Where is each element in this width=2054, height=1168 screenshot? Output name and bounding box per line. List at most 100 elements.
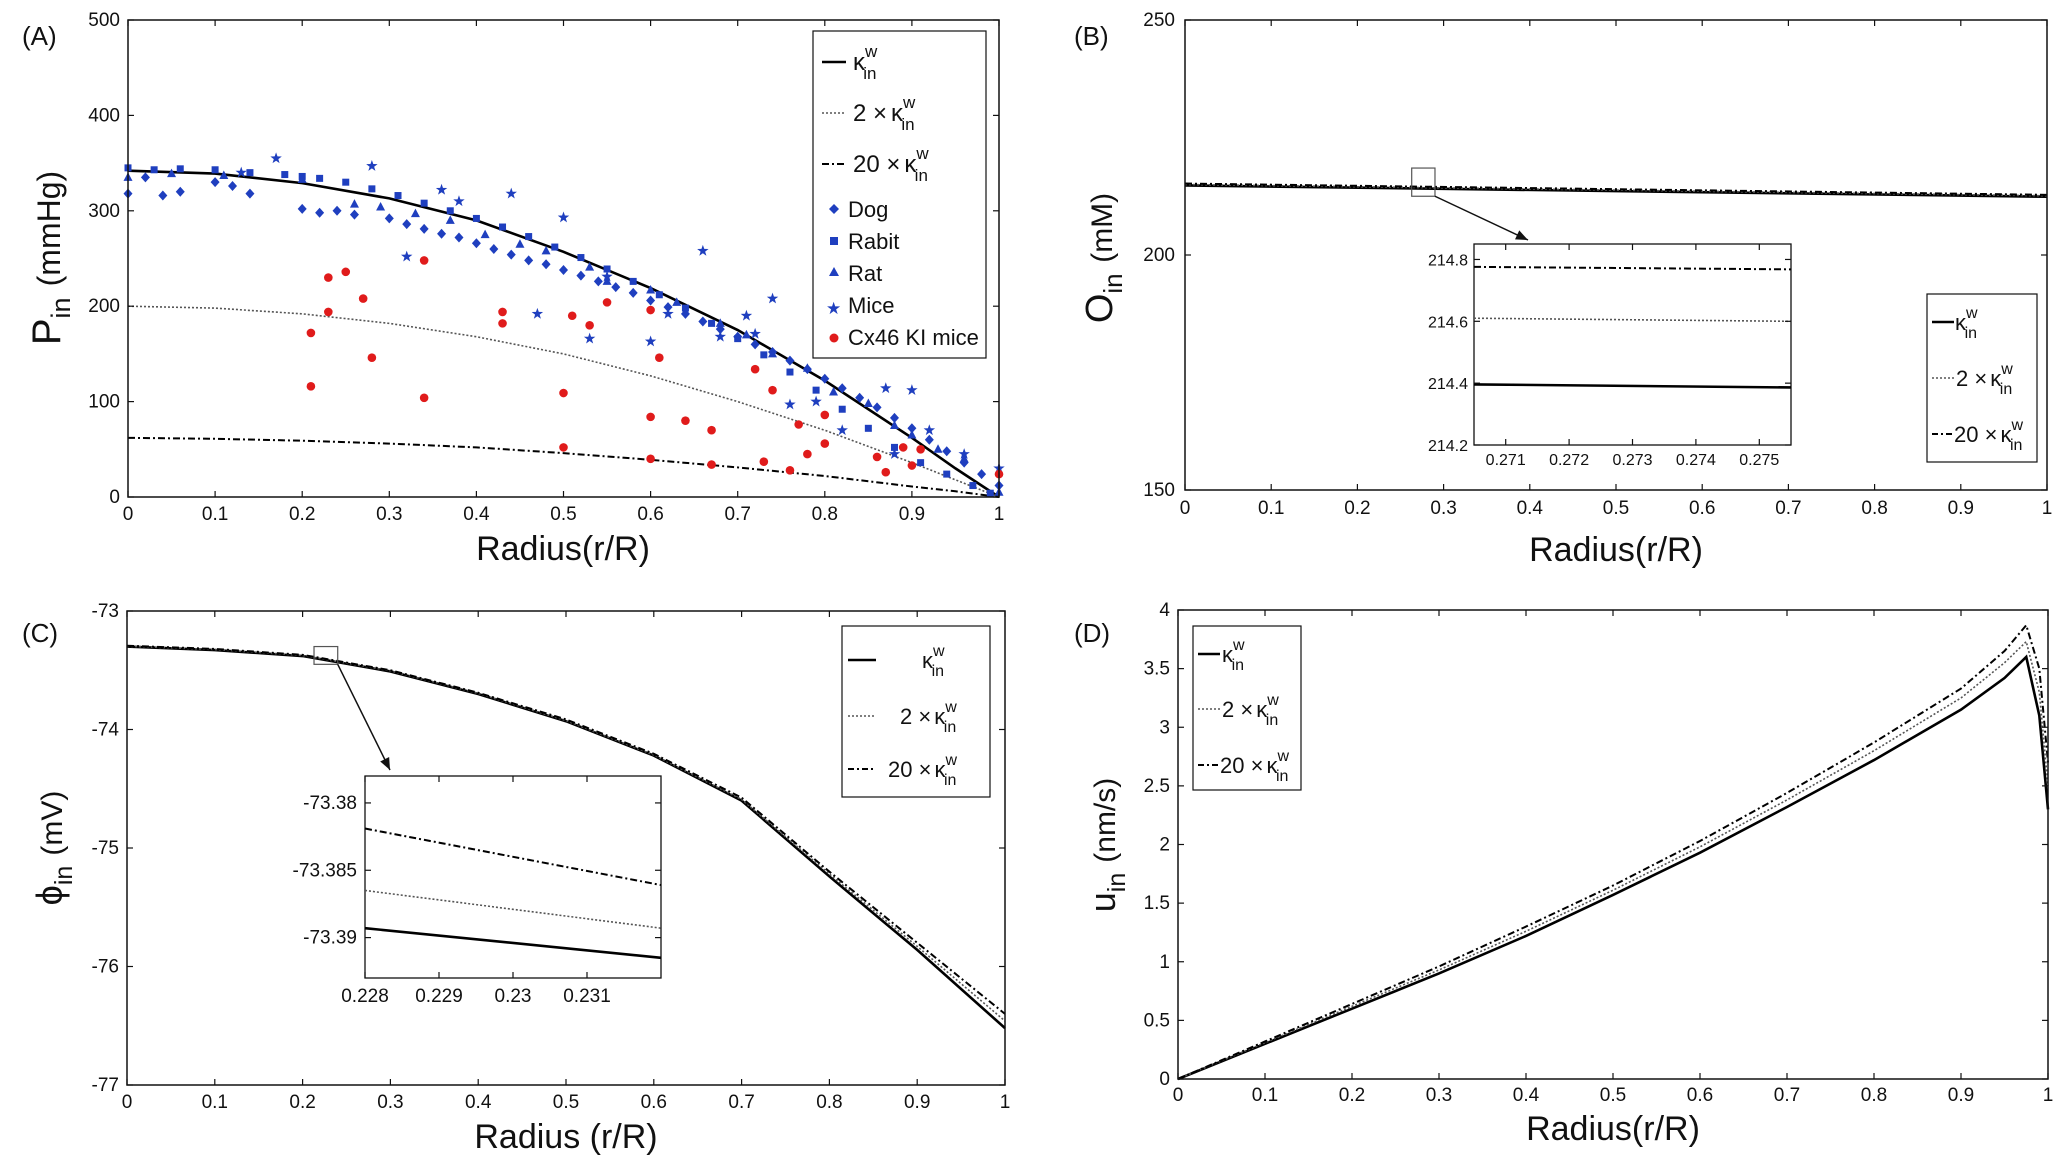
panel-b-zoom-arrow: [1434, 195, 1529, 241]
legend-d-2kappa-label: 2 × κw in: [1222, 692, 1279, 729]
panel-c-xtick-label-4: 0.4: [465, 1092, 492, 1113]
panel-a-diamond-point-17: [489, 243, 499, 254]
panel-a-ytick-label-2: 200: [88, 296, 120, 317]
panel-a-ytick-label-5: 500: [88, 10, 120, 31]
panel-b-inset-xtick-label-2: 0.273: [1612, 452, 1652, 469]
panel-a-diamond-point-12: [402, 219, 412, 230]
panel-a-square-point-25: [786, 368, 794, 376]
panel-d-xtick-label-8: 0.8: [1861, 1085, 1887, 1106]
panel-a-label: (A): [22, 21, 57, 51]
panel-c-series-0: [126, 645, 1006, 1030]
panel-a-diamond-point-19: [524, 255, 534, 266]
panel-a-square-point-16: [551, 243, 559, 251]
panel-d-xtick-label-9: 0.9: [1948, 1085, 1974, 1106]
panel-c: (C) 0 0.1 0.2 0.3 0.4 0.5 0.6 0.7 0.8 0.9 1 -77 -76…: [22, 601, 1010, 1156]
panel-c-xtick-label-9: 0.9: [904, 1092, 930, 1113]
panel-a-diamond-point-15: [454, 232, 464, 243]
legend-a-cx46-label: Cx46 KI mice: [848, 325, 979, 350]
panel-c-xtick-label-0: 0: [122, 1092, 133, 1113]
panel-a-circle-point-29: [820, 439, 830, 448]
panel-a: (A) 0 0.1 0.2 0.3 0.4 0.5 0.6 0.7 0.8 0.9 1 0 100 20…: [22, 10, 1005, 568]
legend-a-dog: Dog: [829, 197, 888, 222]
panel-a-square-point-23: [734, 335, 742, 343]
legend-c-20kappa: 20 × κw in: [848, 752, 957, 789]
panel-c-xtick-label-2: 0.2: [289, 1092, 315, 1113]
panel-a-star-point-4: [435, 183, 448, 195]
panel-d-xtick-label-5: 0.5: [1600, 1085, 1626, 1106]
legend-a-rat-marker: [829, 267, 839, 276]
panel-b-xtick-label-7: 0.7: [1775, 498, 1801, 519]
legend-b-20kappa: 20 × κw in: [1932, 417, 2023, 454]
panel-a-triangle-point-2: [219, 170, 229, 180]
panel-a-triangle-point-1: [167, 168, 177, 178]
legend-a-20kappa: 20 × κw in: [822, 144, 929, 185]
legend-c-kappa: κw in: [848, 643, 945, 680]
legend-d-kappa-label: κw in: [1222, 637, 1245, 674]
panel-a-star-point-8: [557, 211, 570, 223]
legend-b-2kappa: 2 × κw in: [1932, 361, 2013, 398]
panel-d-ylabel-main: u: [1082, 892, 1123, 912]
panel-a-diamond-point-7: [297, 203, 307, 214]
panel-d-lines: [1177, 623, 2050, 1081]
panel-d-ytick-label-0: 0: [1159, 1069, 1170, 1090]
panel-a-star-point-25: [958, 448, 970, 459]
panel-a-ytick-label-1: 100: [88, 392, 120, 413]
legend-a-kappa: κw in: [822, 42, 878, 83]
panel-b-inset-xtick-label-1: 0.272: [1549, 452, 1589, 469]
panel-a-star-point-1: [270, 152, 282, 164]
panel-d-series-0: [1177, 654, 2050, 1081]
panel-a-diamond-point-1: [140, 172, 150, 183]
panel-a-ylabel-sub: in: [46, 297, 76, 318]
panel-a-diamond-point-41: [907, 423, 917, 434]
panel-a-star-point-19: [810, 395, 822, 407]
panel-c-inset-xtick-label-0: 0.228: [341, 986, 389, 1007]
legend-d-20kappa-label: 20 × κw in: [1220, 748, 1289, 785]
panel-b-xtick-label-4: 0.4: [1517, 498, 1544, 519]
legend-a-rat: Rat: [829, 261, 882, 286]
panel-a-square-point-22: [708, 319, 716, 327]
panel-a-square-point-27: [838, 405, 846, 413]
panel-a-diamond-point-32: [750, 339, 760, 350]
legend-d-20kappa: 20 × κw in: [1198, 748, 1289, 785]
panel-b-xtick-label-6: 0.6: [1689, 498, 1715, 519]
panel-b-inset-ytick-label-2: 214.6: [1428, 314, 1468, 331]
panel-a-circle-point-18: [646, 454, 655, 464]
legend-b-kappa: κw in: [1932, 305, 1978, 342]
panel-a-diamond-point-34: [785, 355, 795, 366]
panel-a-square-point-17: [577, 254, 585, 262]
panel-a-square-point-1: [150, 166, 158, 174]
panel-a-triangle-point-24: [959, 453, 969, 463]
legend-c-20kappa-label: 20 × κw in: [888, 752, 957, 789]
panel-a-square-point-26: [812, 386, 820, 394]
panel-a-square-point-29: [890, 443, 898, 451]
panel-a-xtick-label-1: 0.1: [202, 504, 228, 525]
panel-c-inset-series-1: [364, 889, 662, 929]
panel-a-circle-point-5: [358, 294, 368, 303]
panel-a-triangle-point-7: [445, 215, 455, 224]
panel-a-circle-point-9: [498, 307, 507, 317]
panel-a-circle-point-32: [881, 467, 891, 477]
panel-a-square-point-5: [281, 171, 289, 179]
panel-a-xlabel: Radius(r/R): [476, 530, 650, 568]
panel-a-yticks: 0 100 200 300 400 500: [88, 10, 999, 508]
panel-b-inset-xticks: 0.271 0.272 0.273 0.274 0.275: [1486, 244, 1779, 469]
panel-b-ylabel: Oin (mM): [1079, 193, 1128, 323]
panel-a-star-point-23: [906, 384, 918, 396]
legend-d-2kappa: 2 × κw in: [1198, 692, 1279, 729]
panel-a-square-point-15: [525, 233, 533, 241]
panel-c-ylabel: ϕin (mV): [29, 791, 78, 906]
panel-d-xtick-label-3: 0.3: [1426, 1085, 1452, 1106]
panel-c-inset: 0.228 0.229 0.23 0.231 -73.38 -73.385 -73.39: [293, 775, 662, 1007]
panel-a-diamond-point-43: [942, 446, 952, 457]
panel-d-ytick-label-8: 4: [1159, 600, 1170, 621]
panel-d-xtick-label-1: 0.1: [1252, 1085, 1278, 1106]
panel-a-circle-point-30: [820, 410, 830, 420]
panel-a-circle-point-1: [306, 382, 316, 391]
panel-c-xtick-label-10: 1: [1000, 1092, 1011, 1113]
panel-a-star-point-14: [714, 330, 726, 342]
panel-a-square-point-33: [986, 489, 994, 497]
panel-a-xtick-label-0: 0: [123, 504, 134, 525]
panel-a-star-point-20: [836, 424, 848, 436]
panel-d-xtick-label-6: 0.6: [1687, 1085, 1713, 1106]
